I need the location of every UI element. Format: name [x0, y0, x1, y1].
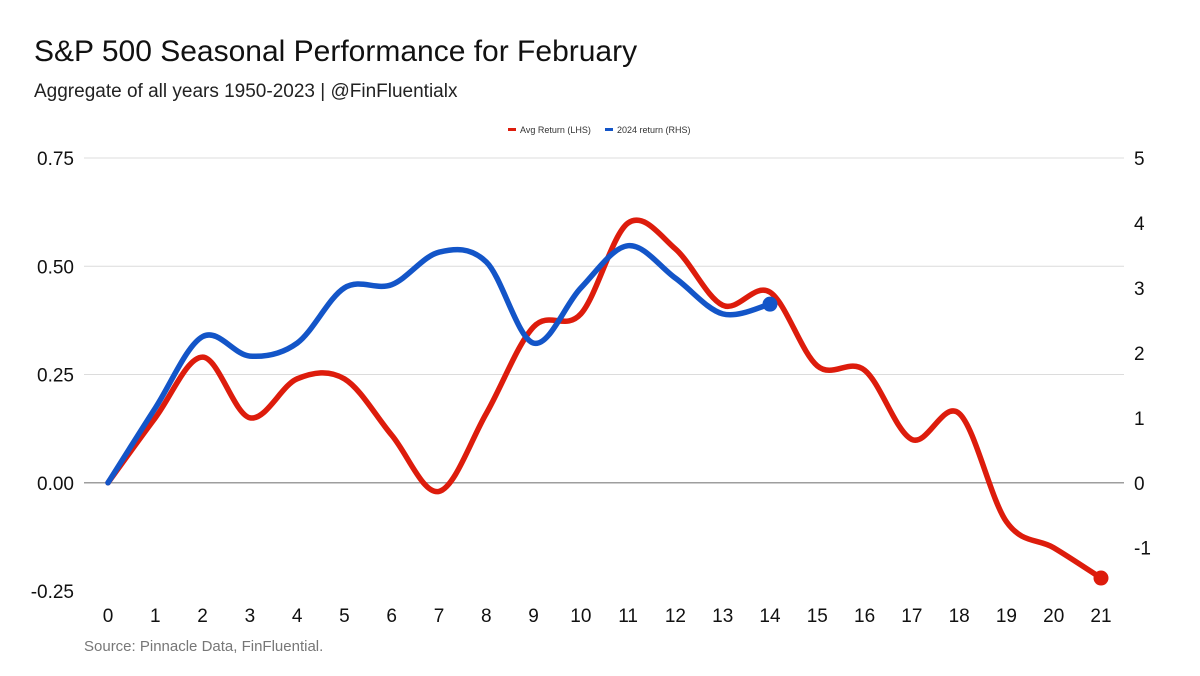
- x-tick-label: 19: [996, 606, 1017, 627]
- y-left-tick-label: 0.50: [37, 257, 74, 278]
- x-tick-label: 7: [434, 606, 445, 627]
- x-tick-label: 8: [481, 606, 492, 627]
- x-tick-label: 0: [103, 606, 114, 627]
- x-tick-label: 3: [245, 606, 256, 627]
- avg-return-point-21: [1093, 570, 1109, 586]
- x-tick-label: 4: [292, 606, 303, 627]
- series-line-2024-return: [105, 242, 773, 486]
- y-axis-left: -0.25 0.00 0.25 0.50 0.75: [31, 149, 74, 603]
- legend-swatch-2024-return: [605, 128, 613, 131]
- y-right-tick-label: -1: [1134, 539, 1151, 560]
- chart-title: S&P 500 Seasonal Performance for Februar…: [34, 35, 637, 68]
- series-layer: [105, 217, 1109, 586]
- y-left-tick-label: 0.75: [37, 149, 74, 170]
- y-right-tick-label: 4: [1134, 214, 1145, 235]
- series-line-avg-return: [105, 217, 1104, 581]
- x-tick-label: 14: [759, 606, 781, 627]
- x-tick-label: 13: [712, 606, 733, 627]
- legend-swatch-avg-return: [508, 128, 516, 131]
- y-right-tick-label: 0: [1134, 474, 1145, 495]
- x-tick-label: 1: [150, 606, 161, 627]
- legend-label-2024-return: 2024 return (RHS): [617, 125, 691, 135]
- 2024-return-point-14: [762, 296, 778, 312]
- x-tick-label: 15: [807, 606, 828, 627]
- x-axis: 0 1 2 3 4 5 6 7 8 9 10 11 12 13 14 15 16 17 18 19 20 21: [103, 606, 1112, 627]
- chart-subtitle: Aggregate of all years 1950-2023 | @FinF…: [34, 81, 458, 102]
- y-left-tick-label: -0.25: [31, 582, 74, 603]
- legend-label-avg-return: Avg Return (LHS): [520, 125, 591, 135]
- x-tick-label: 2: [197, 606, 208, 627]
- x-tick-label: 12: [665, 606, 686, 627]
- y-right-tick-label: 3: [1134, 279, 1145, 300]
- gridlines: [84, 157, 1124, 484]
- x-tick-label: 9: [528, 606, 539, 627]
- x-tick-label: 17: [901, 606, 922, 627]
- y-right-tick-label: 5: [1134, 149, 1145, 170]
- legend: Avg Return (LHS) 2024 return (RHS): [508, 125, 691, 135]
- x-tick-label: 5: [339, 606, 350, 627]
- y-right-tick-label: 1: [1134, 409, 1145, 430]
- y-left-tick-label: 0.00: [37, 474, 74, 495]
- y-axis-right: -1 0 1 2 3 4 5: [1134, 149, 1151, 560]
- x-tick-label: 10: [570, 606, 591, 627]
- x-tick-label: 16: [854, 606, 875, 627]
- x-tick-label: 6: [386, 606, 397, 627]
- x-tick-label: 21: [1090, 606, 1111, 627]
- y-right-tick-label: 2: [1134, 344, 1145, 365]
- y-left-tick-label: 0.25: [37, 366, 74, 387]
- source-note: Source: Pinnacle Data, FinFluential.: [84, 638, 323, 655]
- x-tick-label: 18: [949, 606, 970, 627]
- x-tick-label: 20: [1043, 606, 1064, 627]
- x-tick-label: 11: [618, 606, 638, 627]
